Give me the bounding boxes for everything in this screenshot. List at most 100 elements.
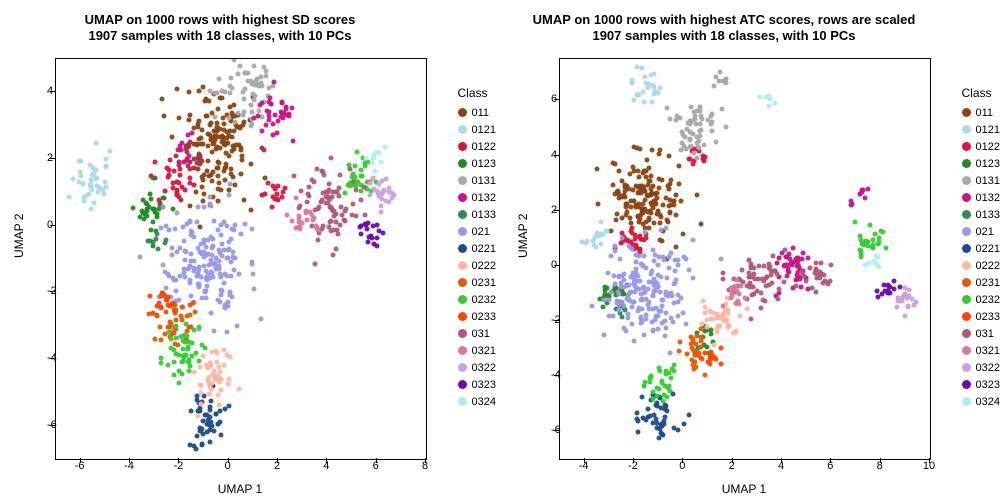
scatter-point <box>804 279 809 284</box>
legend-item: 0121 <box>458 121 496 138</box>
scatter-point <box>638 146 643 151</box>
scatter-point <box>196 284 201 289</box>
scatter-point <box>196 324 201 329</box>
scatter-point <box>217 247 222 252</box>
scatter-point <box>327 181 332 186</box>
legend-swatch <box>962 142 971 151</box>
scatter-point <box>662 393 667 398</box>
scatter-point <box>756 264 761 269</box>
scatter-point <box>330 253 335 258</box>
scatter-point <box>714 315 719 320</box>
x-tick-label: 8 <box>422 460 428 472</box>
scatter-point <box>328 219 333 224</box>
legend-label: 0133 <box>976 209 1000 221</box>
scatter-point <box>153 336 158 341</box>
scatter-point <box>149 197 154 202</box>
scatter-point <box>636 189 641 194</box>
scatter-point <box>363 163 368 168</box>
scatter-point <box>181 353 186 358</box>
scatter-point <box>168 320 173 325</box>
legend-swatch <box>962 227 971 236</box>
scatter-point <box>250 226 255 231</box>
scatter-point <box>314 167 319 172</box>
scatter-point <box>281 115 286 120</box>
scatter-point <box>902 292 907 297</box>
x-tick-label: 2 <box>274 460 280 472</box>
scatter-point <box>637 254 642 259</box>
scatter-point <box>188 313 193 318</box>
scatter-point <box>720 276 725 281</box>
scatter-point <box>211 329 216 334</box>
legend-swatch <box>458 312 467 321</box>
scatter-point <box>207 263 212 268</box>
legend-item: 0133 <box>458 206 496 223</box>
scatter-point <box>187 90 192 95</box>
scatter-point <box>249 109 254 114</box>
scatter-point <box>671 202 676 207</box>
scatter-point <box>863 195 868 200</box>
scatter-point <box>200 432 205 437</box>
scatter-point <box>903 314 908 319</box>
legend-item: 0123 <box>458 155 496 172</box>
scatter-point <box>207 374 212 379</box>
scatter-point <box>683 322 688 327</box>
scatter-point <box>740 267 745 272</box>
scatter-point <box>725 307 730 312</box>
legend-item: 0322 <box>458 359 496 376</box>
scatter-point <box>195 160 200 165</box>
scatter-point <box>690 358 695 363</box>
scatter-point <box>651 292 656 297</box>
legend-swatch <box>458 380 467 389</box>
legend-label: 0131 <box>472 175 496 187</box>
scatter-point <box>195 220 200 225</box>
legend-swatch <box>458 227 467 236</box>
scatter-point <box>209 349 214 354</box>
legend-item: 0321 <box>962 342 1000 359</box>
scatter-point <box>248 102 253 107</box>
scatter-point <box>151 311 156 316</box>
legend-item: 0231 <box>962 274 1000 291</box>
scatter-point <box>209 419 214 424</box>
scatter-point <box>251 287 256 292</box>
scatter-point <box>182 333 187 338</box>
scatter-point <box>315 207 320 212</box>
scatter-point <box>232 119 237 124</box>
scatter-point <box>651 390 656 395</box>
scatter-point <box>284 212 289 217</box>
scatter-point <box>799 269 804 274</box>
scatter-point <box>612 161 617 166</box>
legend-swatch <box>458 244 467 253</box>
scatter-point <box>749 316 754 321</box>
scatter-point <box>175 211 180 216</box>
legend-swatch <box>962 278 971 287</box>
scatter-point <box>684 351 689 356</box>
legend-item: 011 <box>458 104 496 121</box>
scatter-point <box>165 303 170 308</box>
scatter-point <box>364 227 369 232</box>
legend-item: 0233 <box>458 308 496 325</box>
scatter-point <box>228 236 233 241</box>
scatter-point <box>718 324 723 329</box>
scatter-point <box>167 173 172 178</box>
scatter-point <box>359 198 364 203</box>
scatter-point <box>201 198 206 203</box>
scatter-point <box>199 141 204 146</box>
scatter-point <box>632 338 637 343</box>
scatter-point <box>620 315 625 320</box>
scatter-point <box>690 276 695 281</box>
scatter-point <box>102 191 107 196</box>
scatter-point <box>666 265 671 270</box>
scatter-point <box>678 147 683 152</box>
scatter-point <box>192 258 197 263</box>
scatter-point <box>752 277 757 282</box>
scatter-point <box>641 285 646 290</box>
scatter-point <box>359 224 364 229</box>
scatter-point <box>137 214 142 219</box>
x-tick-label: 0 <box>679 460 685 472</box>
x-tick-label: 8 <box>877 460 883 472</box>
legend-swatch <box>458 108 467 117</box>
legend-label: 0321 <box>976 345 1000 357</box>
scatter-point <box>212 91 217 96</box>
scatter-point <box>183 188 188 193</box>
scatter-point <box>279 110 284 115</box>
